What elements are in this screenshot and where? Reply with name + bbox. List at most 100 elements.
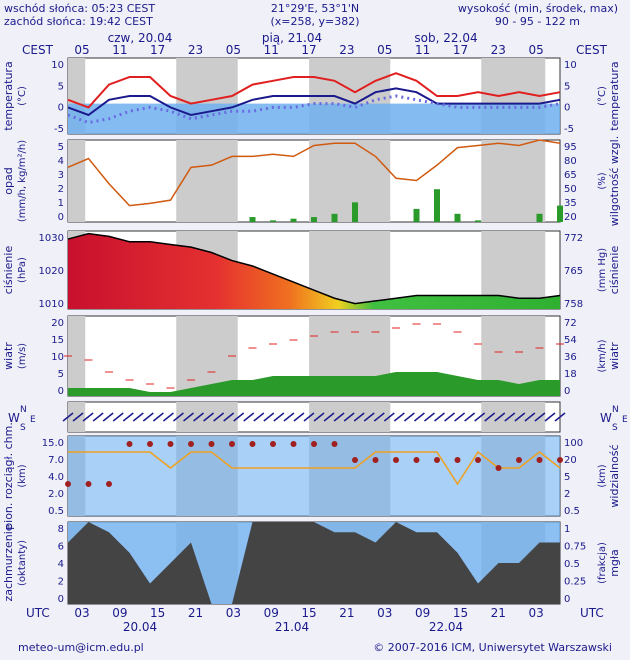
top-hour-label: 23 xyxy=(339,43,354,57)
wind-direction-arrow xyxy=(434,412,445,422)
cloudbase-dot xyxy=(188,441,194,447)
precip-bar xyxy=(352,202,358,222)
wind-direction-arrow xyxy=(313,412,325,422)
wind-direction-arrow xyxy=(72,412,84,422)
wind-direction-arrow xyxy=(203,412,215,422)
panel-pressure-left-unit: (hPa) xyxy=(17,257,28,283)
precip-bar xyxy=(290,218,297,222)
tick-right: 0.5 xyxy=(564,506,580,517)
cloudbase-dot xyxy=(372,457,379,463)
cloudbase-dot xyxy=(229,441,235,447)
bottom-hour-label: 03 xyxy=(74,606,89,620)
panel-temperature-right-title: temperatura xyxy=(608,61,621,130)
wind-direction-arrow xyxy=(393,412,405,422)
cloudbase-dot xyxy=(270,441,276,447)
sunrise-text: wschód słońca: 05:23 CEST xyxy=(4,2,155,15)
wind-direction-arrow xyxy=(534,412,546,422)
panel-clouds-left-title: zachmurzenie xyxy=(2,524,15,601)
panel-cloudbase-left-title: pion. rozciągł. chm. xyxy=(2,422,15,530)
cloudbase-dot xyxy=(147,441,153,447)
temp-dew-line xyxy=(67,94,561,125)
panel-wind-right-unit: (km/h) xyxy=(597,339,608,372)
wind-direction-arrow xyxy=(363,412,375,422)
tick-right: 765 xyxy=(564,266,583,277)
top-hour-label: 05 xyxy=(377,43,392,57)
wind-direction-arrow xyxy=(343,412,355,422)
tick-left: 1030 xyxy=(39,233,64,244)
tick-left: 5 xyxy=(58,81,64,92)
wind-direction-arrow xyxy=(544,412,556,422)
cloudbase-dot xyxy=(557,457,563,463)
bottom-hour-label: 09 xyxy=(415,606,430,620)
tick-left: -5 xyxy=(54,124,64,135)
precip-bar xyxy=(311,217,317,222)
dir-n-left: N xyxy=(20,405,27,415)
bottom-hour-label: 21 xyxy=(491,606,506,620)
top-hour-label: 05 xyxy=(74,43,89,57)
cloudbase-dot xyxy=(249,441,256,447)
wind-direction-arrow xyxy=(233,412,245,422)
wind-direction-arrow xyxy=(293,412,305,422)
panel-cloudbase-left-unit: (km) xyxy=(17,464,28,487)
tick-left: 0 xyxy=(58,212,64,223)
precip-bar xyxy=(270,220,276,222)
wind-direction-arrow xyxy=(273,412,285,422)
wind-direction-arrow xyxy=(122,412,134,422)
wind-direction-arrow xyxy=(474,412,486,422)
wind-direction-arrow xyxy=(444,412,456,422)
dir-s-left: S xyxy=(20,423,26,433)
wind-direction-arrow xyxy=(323,412,335,422)
top-hour-label: 11 xyxy=(415,43,430,57)
wind-direction-arrow xyxy=(112,412,124,422)
tick-left: 4 xyxy=(58,156,64,167)
dir-e-left: E xyxy=(30,415,36,425)
wind-direction-arrow xyxy=(82,412,94,422)
bottom-hour-label: 15 xyxy=(150,606,165,620)
tick-left: 1020 xyxy=(39,266,64,277)
cloudbase-dot xyxy=(311,441,317,447)
dir-w-right: W xyxy=(600,411,612,425)
top-hour-label: 05 xyxy=(529,43,544,57)
pressure-area xyxy=(68,233,560,309)
bottom-hour-label: 15 xyxy=(453,606,468,620)
wind-direction-arrow xyxy=(162,412,174,422)
tick-right: 1 xyxy=(564,524,570,535)
temp-max-line xyxy=(67,72,561,109)
cloudbase-dot xyxy=(85,481,92,487)
wind-speed-area xyxy=(68,372,560,396)
night-band xyxy=(176,140,238,222)
tick-right: 0 xyxy=(564,103,570,114)
dir-s-right: S xyxy=(612,423,618,433)
cloud-cover-area xyxy=(68,522,560,604)
night-band xyxy=(481,402,546,432)
visibility-line xyxy=(68,450,561,486)
tick-left: 2 xyxy=(58,184,64,195)
wind-direction-arrow xyxy=(373,412,385,422)
panel-wind-left-unit: (m/s) xyxy=(17,343,28,369)
panel-wind-right-title: wiatr xyxy=(608,342,621,370)
wind-direction-arrow xyxy=(132,412,144,422)
tick-right: 0.25 xyxy=(564,577,586,588)
tick-left: 4.0 xyxy=(48,472,64,483)
wind-direction-arrow xyxy=(193,412,204,422)
panel-clouds-left-unit: (oktanty) xyxy=(17,540,28,586)
tick-left: 10 xyxy=(51,352,64,363)
top-day-label: sob, 22.04 xyxy=(414,31,477,45)
top-tz-right: CEST xyxy=(576,43,608,57)
tick-right: 10 xyxy=(564,60,577,71)
tick-right: 95 xyxy=(564,142,577,153)
bottom-date-label: 20.04 xyxy=(123,620,157,634)
wind-direction-arrow xyxy=(62,412,74,422)
cloudbase-dot xyxy=(454,457,461,463)
wind-direction-arrow xyxy=(183,412,194,422)
panel-clouds-right-title: mgła xyxy=(608,549,621,577)
tick-left: 2.0 xyxy=(48,489,64,500)
height-label: wysokość (min, środek, max) xyxy=(458,2,618,15)
precip-bar xyxy=(434,189,440,222)
night-band xyxy=(68,402,86,432)
wind-direction-arrow xyxy=(413,412,425,422)
footer-email[interactable]: meteo-um@icm.edu.pl xyxy=(18,641,144,654)
tick-right: 65 xyxy=(564,170,577,181)
tick-left: 3 xyxy=(58,170,64,181)
cloudbase-dot xyxy=(331,441,338,447)
